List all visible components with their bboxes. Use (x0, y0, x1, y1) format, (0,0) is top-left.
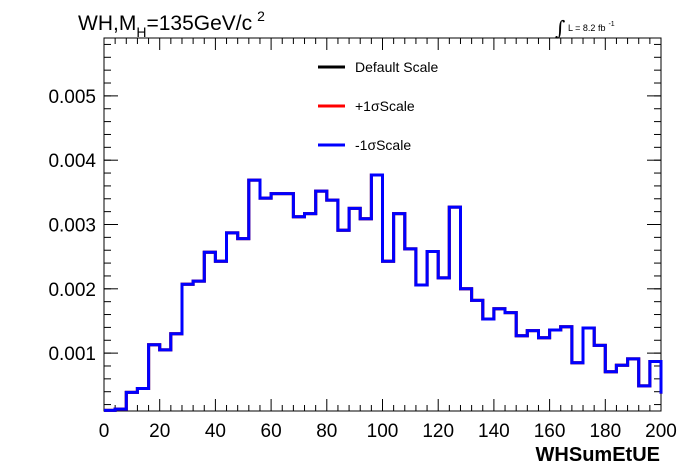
x-axis-label: WHSumEtUE (536, 444, 660, 466)
luminosity-label: ∫ L = 8.2 fb -1 (555, 16, 615, 40)
series-layer (104, 173, 663, 412)
x-tick-label: 140 (478, 421, 510, 442)
legend-label-minus1sigma: -1σScale (355, 137, 411, 153)
x-tick-label: 40 (205, 421, 226, 442)
x-tick-label: 0 (99, 421, 110, 442)
x-axis: 0 20 40 60 80 100 120 140 160 180 200 (99, 38, 677, 442)
legend: Default Scale +1σScale -1σScale (318, 59, 438, 153)
x-tick-label: 180 (589, 421, 621, 442)
y-tick-label: 0.002 (48, 280, 96, 301)
chart-title: WH,MH=135GeV/c 2 (78, 8, 265, 40)
x-tick-label: 20 (149, 421, 170, 442)
x-tick-label: 160 (534, 421, 566, 442)
luminosity-text: L = 8.2 fb -1 (568, 21, 615, 33)
legend-label-plus1sigma: +1σScale (355, 98, 415, 114)
integral-sign: ∫ (555, 16, 565, 40)
legend-label-default: Default Scale (355, 59, 438, 75)
x-tick-label: 60 (261, 421, 282, 442)
y-tick-label: 0.003 (48, 216, 96, 237)
y-tick-label: 0.005 (48, 87, 96, 108)
x-tick-label: 120 (422, 421, 454, 442)
series-line-2 (104, 173, 663, 412)
x-tick-label: 80 (316, 421, 337, 442)
y-tick-label: 0.004 (48, 151, 96, 172)
x-tick-label: 200 (645, 421, 677, 442)
y-tick-label: 0.001 (48, 344, 96, 365)
x-tick-label: 100 (367, 421, 399, 442)
